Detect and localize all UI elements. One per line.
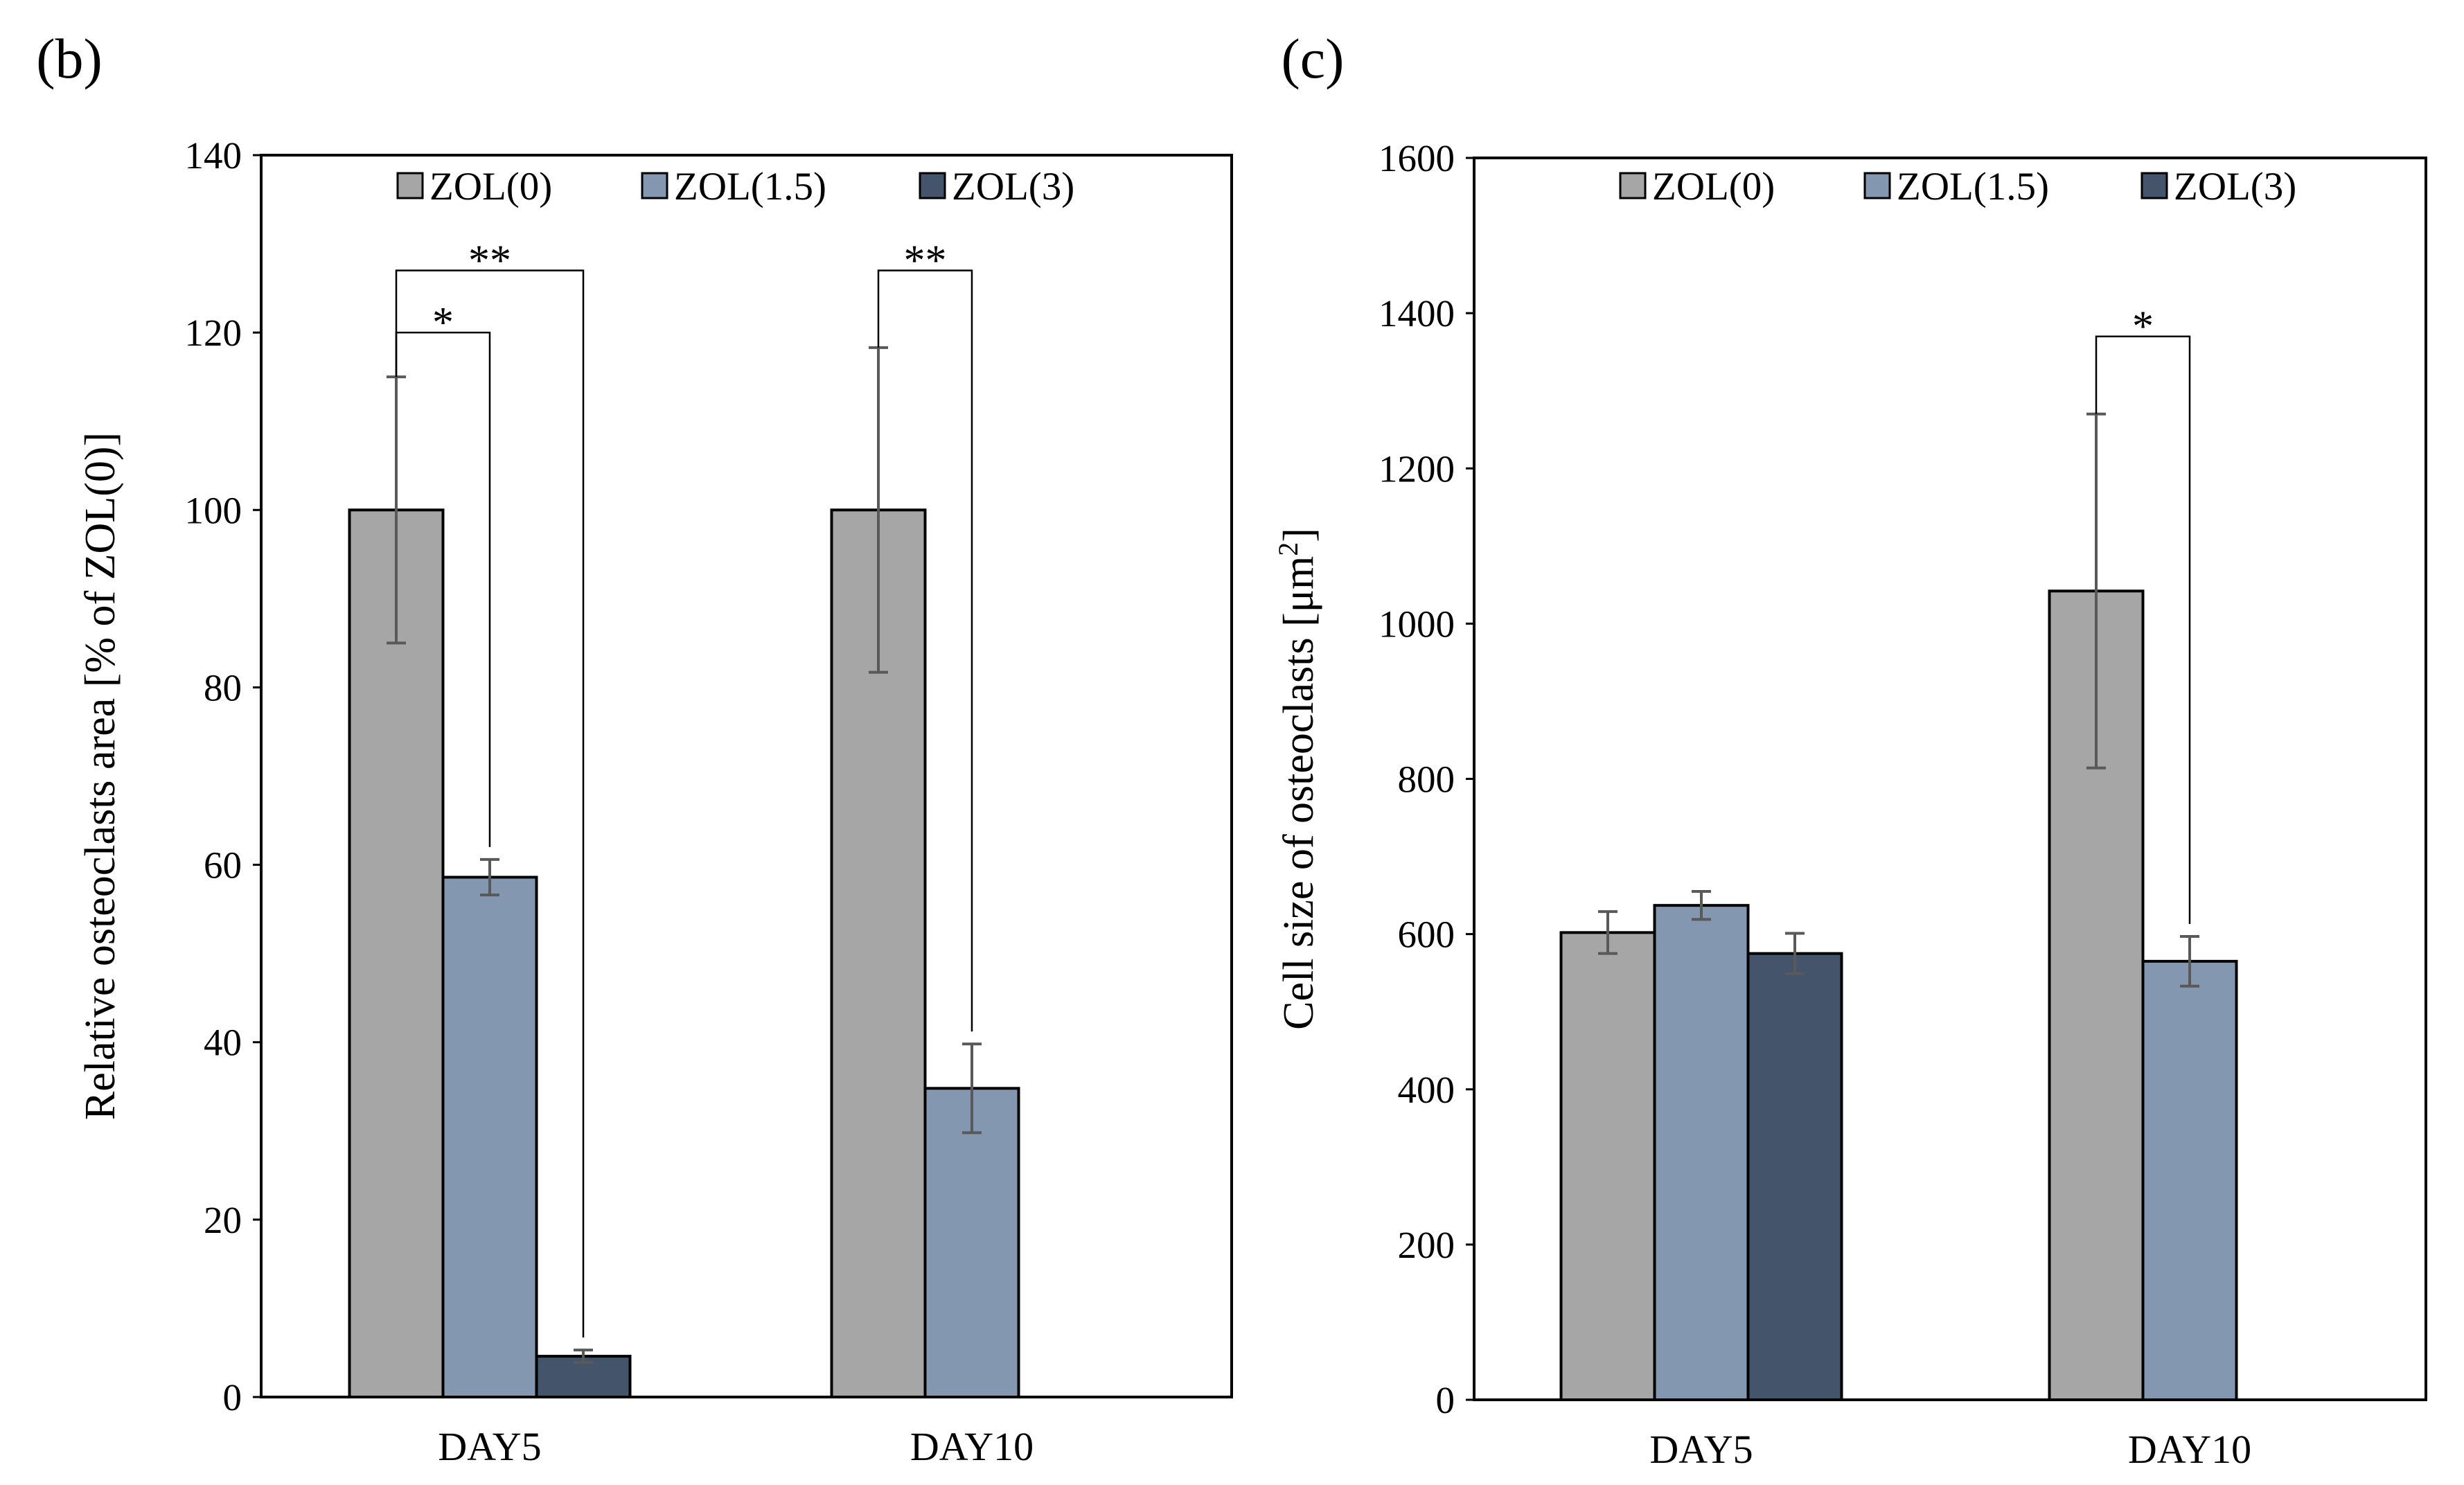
panel-b-chart: (b) 0 20 40 60 80 100 120 140 Relative osteoclast… bbox=[36, 27, 1233, 1469]
b-y-tick-label: 40 bbox=[204, 1022, 242, 1064]
c-legend-label: ZOL(0) bbox=[1652, 165, 1775, 208]
c-y-tick-label: 1000 bbox=[1379, 603, 1455, 645]
c-legend-label: ZOL(3) bbox=[2174, 165, 2296, 208]
c-bar bbox=[1746, 952, 1843, 1401]
b-bar bbox=[923, 1087, 1020, 1398]
c-legend-swatch bbox=[1863, 172, 1891, 199]
c-y-tick-label: 1400 bbox=[1379, 292, 1455, 335]
c-y-tick-label: 1600 bbox=[1379, 137, 1455, 179]
c-y-axis-title-main: Cell size of osteoclasts [μm bbox=[1275, 556, 1322, 1030]
c-y-tick-label: 600 bbox=[1398, 914, 1455, 956]
b-x-category-label: DAY10 bbox=[910, 1424, 1034, 1469]
c-legend-label: ZOL(1.5) bbox=[1897, 165, 2049, 208]
b-plot-frame bbox=[260, 154, 1233, 1398]
c-y-tick-label: 400 bbox=[1398, 1069, 1455, 1111]
b-legend-label: ZOL(3) bbox=[952, 165, 1074, 208]
b-legend-label: ZOL(1.5) bbox=[674, 165, 826, 208]
b-y-tick-label: 140 bbox=[185, 134, 242, 177]
c-legend-swatch bbox=[1619, 172, 1647, 199]
b-significance-label: ** bbox=[468, 237, 511, 284]
c-y-tick-label: 200 bbox=[1398, 1224, 1455, 1266]
b-panel-label: (b) bbox=[36, 27, 103, 90]
b-y-tick-label: 20 bbox=[204, 1199, 242, 1241]
c-bar bbox=[1653, 904, 1750, 1401]
b-significance-label: * bbox=[432, 299, 454, 346]
b-legend-label: ZOL(0) bbox=[429, 165, 552, 208]
b-significance-bracket bbox=[877, 269, 973, 1032]
b-legend-swatch bbox=[641, 172, 668, 199]
b-bar bbox=[348, 508, 445, 1398]
b-y-tick-label: 120 bbox=[185, 312, 242, 354]
c-x-category-label: DAY5 bbox=[1649, 1427, 1753, 1472]
c-significance-bracket bbox=[2095, 335, 2191, 924]
c-y-axis-title: Cell size of osteoclasts [μm2] bbox=[1273, 528, 1322, 1030]
c-panel-label: (c) bbox=[1281, 27, 1344, 90]
c-bar bbox=[2141, 959, 2238, 1402]
b-legend-swatch bbox=[396, 172, 424, 199]
b-y-tick-label: 100 bbox=[185, 489, 242, 531]
b-y-tick-label: 0 bbox=[223, 1376, 242, 1419]
b-significance-bracket bbox=[395, 269, 585, 1338]
b-y-axis-title: Relative osteoclasts area [% of ZOL(0)] bbox=[77, 432, 124, 1120]
c-y-axis-title-superscript: 2 bbox=[1273, 542, 1304, 556]
b-x-category-label: DAY5 bbox=[438, 1424, 541, 1469]
b-legend-swatch bbox=[919, 172, 946, 199]
c-legend-swatch bbox=[2141, 172, 2168, 199]
c-y-tick-label: 800 bbox=[1398, 758, 1455, 801]
b-y-tick-label: 80 bbox=[204, 666, 242, 709]
c-significance-label: * bbox=[2132, 303, 2154, 350]
c-y-axis-title-end: ] bbox=[1275, 528, 1322, 542]
c-y-tick-label: 1200 bbox=[1379, 447, 1455, 490]
b-significance-label: ** bbox=[904, 237, 947, 284]
b-bar bbox=[441, 875, 538, 1399]
c-x-category-label: DAY10 bbox=[2128, 1427, 2251, 1472]
c-bar bbox=[1559, 931, 1656, 1402]
c-y-tick-label: 0 bbox=[1436, 1379, 1455, 1421]
panel-c-chart: (c) 0 200 400 600 800 1000 1200 1400 1600 Cell siz… bbox=[1273, 27, 2427, 1472]
b-y-tick-label: 60 bbox=[204, 844, 242, 887]
